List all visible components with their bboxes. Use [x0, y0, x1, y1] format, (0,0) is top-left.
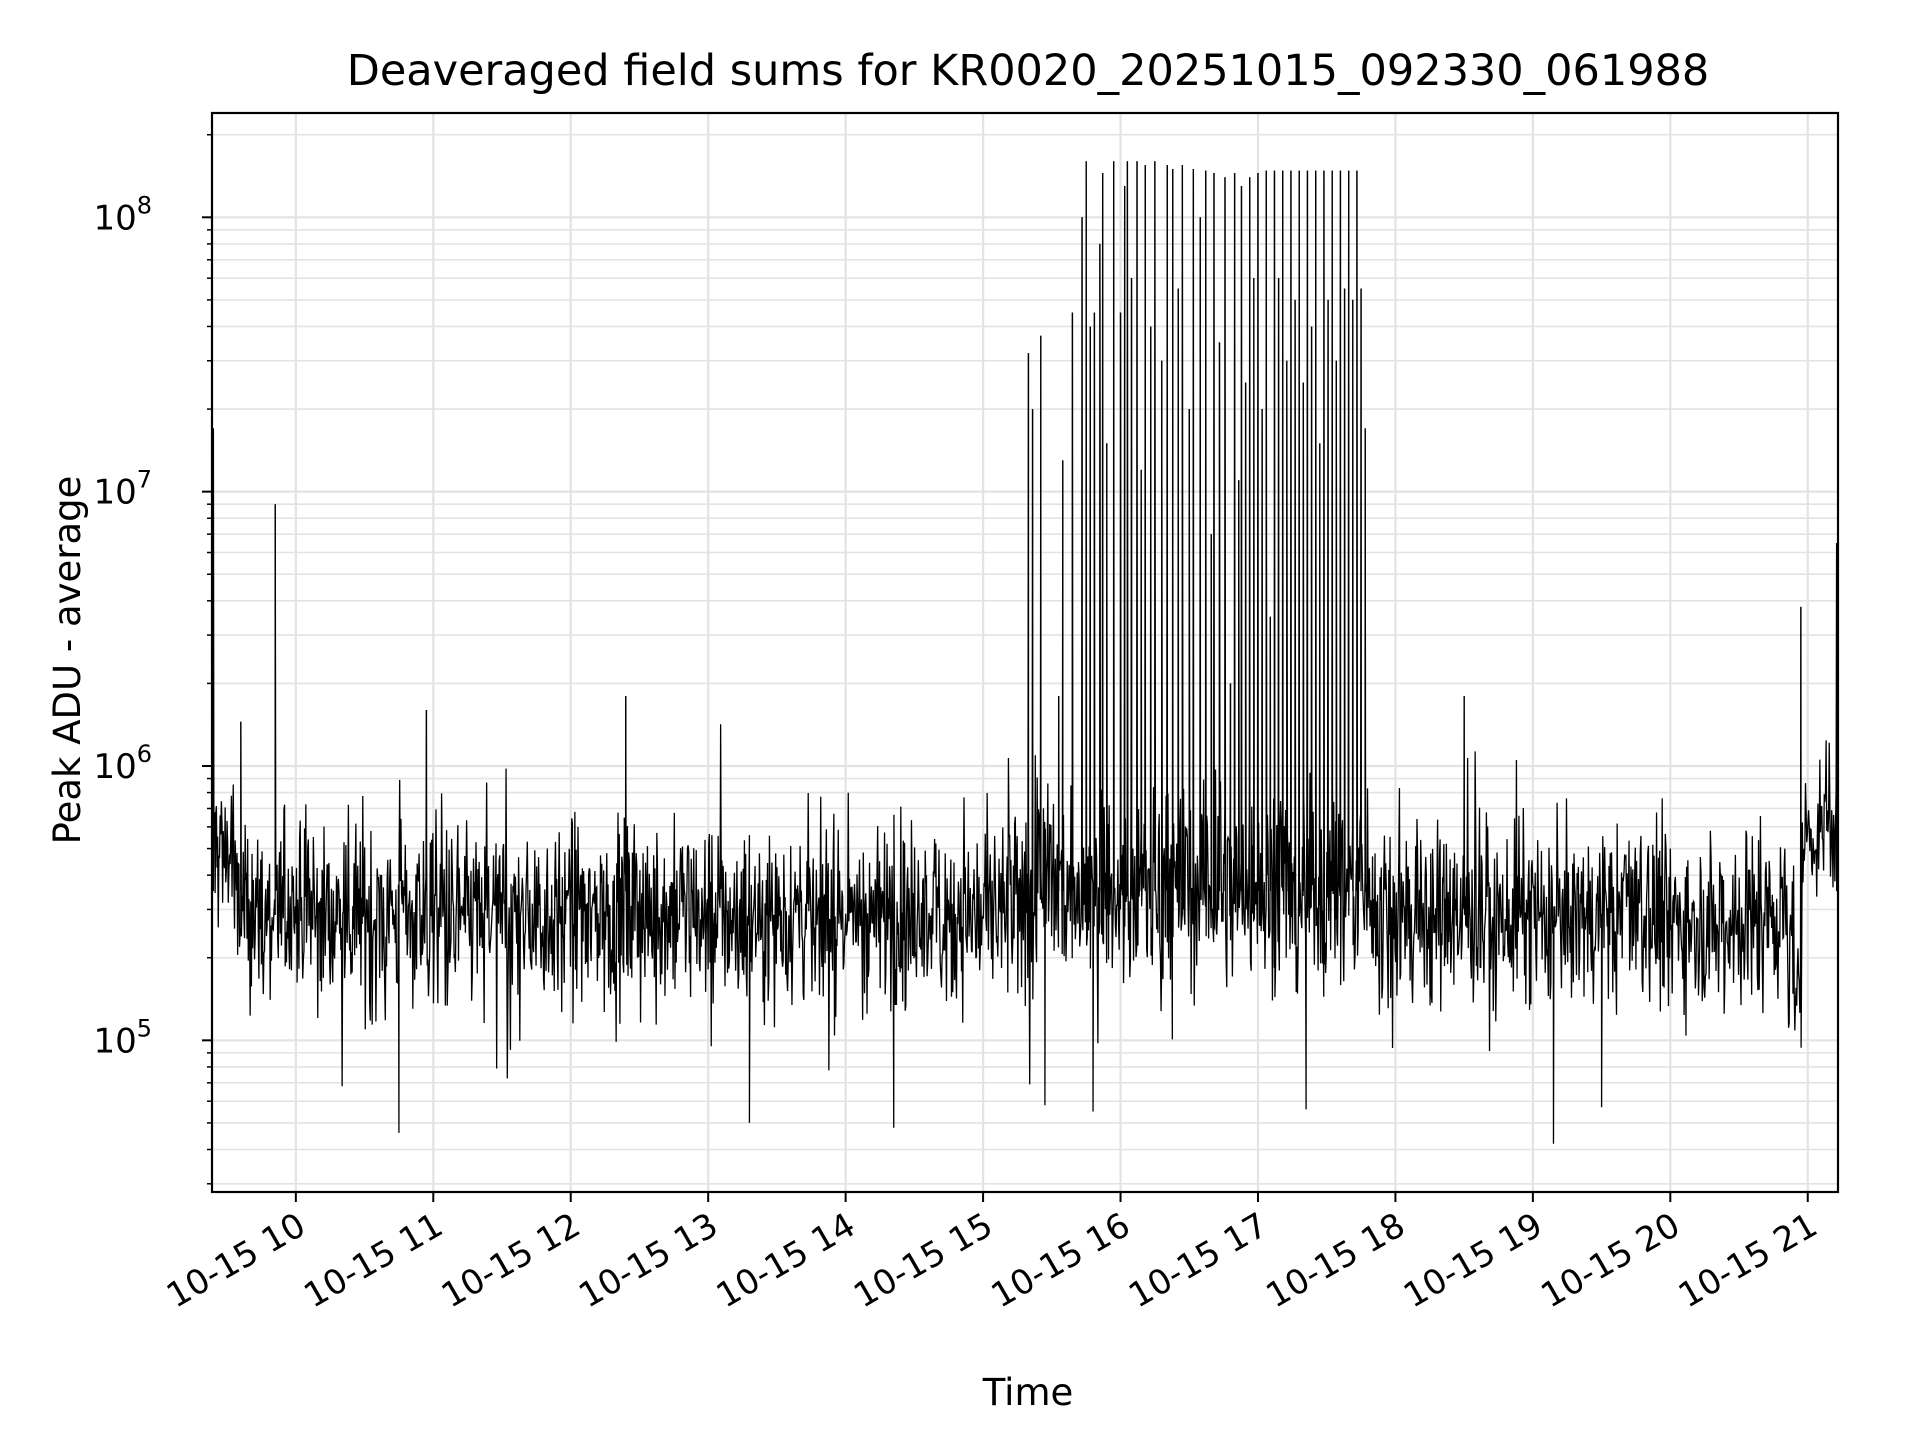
x-axis-label: Time [982, 1371, 1074, 1414]
plot-frame [210, 111, 1840, 1194]
y-tick-label: 105 [93, 1014, 152, 1061]
y-tick-label: 108 [93, 191, 152, 238]
y-tick-label: 106 [93, 740, 152, 787]
y-axis-label: Peak ADU - average [46, 476, 89, 845]
chart-title: Deaveraged field sums for KR0020_2025101… [347, 46, 1710, 96]
line-layer [212, 161, 1838, 1144]
series-line [212, 161, 1838, 1144]
y-tick-label: 107 [93, 466, 152, 513]
